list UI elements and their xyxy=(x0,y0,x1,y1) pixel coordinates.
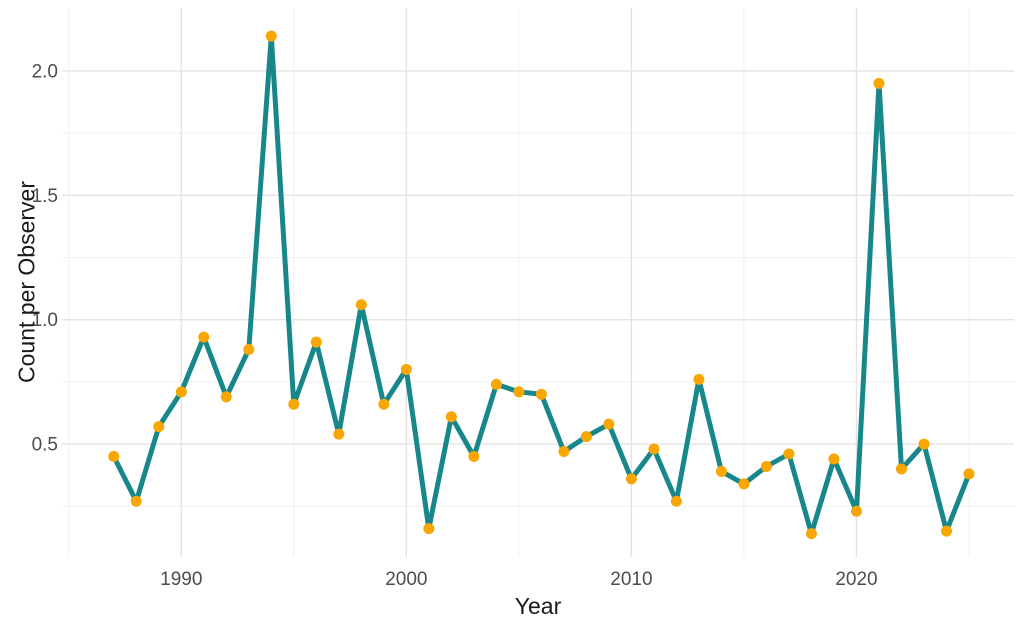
data-point xyxy=(535,388,547,400)
data-point xyxy=(715,465,727,477)
data-point xyxy=(153,421,165,433)
data-point xyxy=(850,505,862,517)
x-tick-label: 1990 xyxy=(160,569,202,590)
data-point xyxy=(423,523,435,535)
data-point xyxy=(760,460,772,472)
y-tick-label: 0.5 xyxy=(32,435,58,456)
data-line xyxy=(111,33,972,537)
data-point xyxy=(648,443,660,455)
data-point xyxy=(805,528,817,540)
x-tick-label: 2000 xyxy=(385,569,427,590)
data-point xyxy=(873,77,885,89)
data-point xyxy=(243,344,255,356)
y-tick-label: 2.0 xyxy=(32,61,58,82)
data-point xyxy=(603,418,615,430)
data-point xyxy=(175,386,187,398)
data-point xyxy=(400,363,412,375)
data-point xyxy=(355,299,367,311)
data-point xyxy=(513,386,525,398)
data-point xyxy=(265,30,277,42)
data-point xyxy=(333,428,345,440)
data-point xyxy=(580,431,592,443)
data-point xyxy=(220,391,232,403)
data-point xyxy=(310,336,322,348)
data-point xyxy=(940,525,952,537)
data-point xyxy=(738,478,750,490)
data-point xyxy=(490,378,502,390)
data-point xyxy=(693,373,705,385)
data-point xyxy=(288,398,300,410)
y-tick-label: 1.5 xyxy=(32,186,58,207)
data-point xyxy=(963,468,975,480)
data-point xyxy=(670,495,682,507)
data-point xyxy=(828,453,840,465)
data-point xyxy=(468,451,480,463)
data-point xyxy=(108,451,120,463)
data-point xyxy=(130,495,142,507)
data-point xyxy=(558,446,570,458)
data-point xyxy=(445,411,457,423)
x-tick-label: 2020 xyxy=(835,569,877,590)
data-point xyxy=(625,473,637,485)
x-axis-title: Year xyxy=(514,593,562,619)
x-tick-label: 2010 xyxy=(610,569,652,590)
data-point xyxy=(918,438,930,450)
data-point xyxy=(378,398,390,410)
data-point xyxy=(198,331,210,343)
data-point xyxy=(895,463,907,475)
y-tick-label: 1.0 xyxy=(32,310,58,331)
y-axis-title: Count per Observer xyxy=(13,181,40,383)
data-point xyxy=(783,448,795,460)
